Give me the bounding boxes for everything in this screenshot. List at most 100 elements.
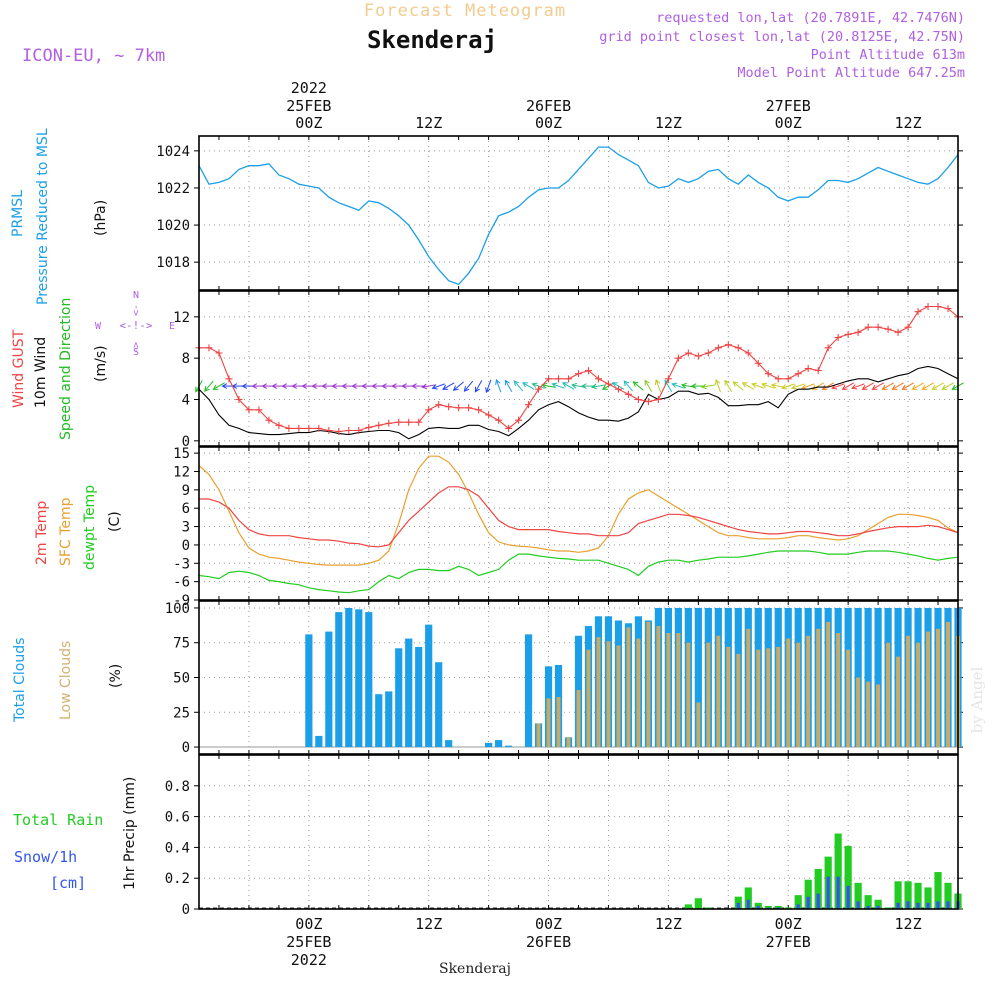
low-cloud-bar xyxy=(536,723,541,748)
top-date-label: 26FEB xyxy=(526,97,571,115)
wind-direction-arrow xyxy=(912,382,924,390)
wind-direction-arrow xyxy=(851,383,865,389)
snow-bar xyxy=(856,901,860,909)
wind-direction-arrow xyxy=(732,381,744,391)
wind-direction-arrow xyxy=(562,382,575,390)
total-cloud-bar xyxy=(395,648,403,748)
y-tick-label: 100 xyxy=(165,601,190,617)
compass-icon: N S W E <-!-> <- -> xyxy=(95,290,175,358)
y-tick-label: 0.2 xyxy=(165,871,190,887)
wind-direction-arrowhead xyxy=(811,384,818,390)
gust-marker xyxy=(654,396,662,403)
location-title: Skenderaj xyxy=(367,26,497,54)
wind-direction-arrowhead xyxy=(611,382,618,388)
low-cloud-bar xyxy=(946,621,950,748)
snow-bar xyxy=(836,876,840,909)
rain-bar xyxy=(844,845,852,909)
gust-marker xyxy=(844,330,852,338)
total-cloud-bar xyxy=(445,740,453,748)
pressure-line xyxy=(198,146,959,286)
y-tick-label: 0.8 xyxy=(165,779,190,795)
low-cloud-bar xyxy=(916,642,921,748)
wind-direction-arrowhead xyxy=(221,383,228,389)
bottom-date-label: 27FEB xyxy=(766,933,811,951)
wind-direction-arrow xyxy=(715,379,722,393)
low-cloud-bar xyxy=(936,628,941,748)
wind-direction-arrowhead xyxy=(474,386,480,393)
top-date-label: 27FEB xyxy=(766,97,811,115)
gust-marker xyxy=(854,328,862,336)
low-cloud-bar xyxy=(636,638,641,748)
snow-bar xyxy=(806,896,810,909)
gust-marker xyxy=(405,418,413,426)
sfc-label: SFC Temp xyxy=(58,497,74,566)
gust-marker xyxy=(535,385,543,393)
pressure-label-full: Pressure Reduced to MSL xyxy=(35,128,51,305)
gust-marker xyxy=(485,411,493,419)
wind-direction-arrow xyxy=(204,380,214,392)
wind-direction-arrow xyxy=(801,383,815,389)
sfc-temp-line xyxy=(198,455,959,566)
wind-direction-arrow xyxy=(872,382,884,390)
y-tick-label: -9 xyxy=(173,593,190,609)
wind-direction-arrowhead xyxy=(261,383,268,389)
total-cloud-bar xyxy=(504,745,513,748)
y-tick-label: 12 xyxy=(173,310,190,326)
wind-direction-arrow xyxy=(791,383,805,389)
snow-bar xyxy=(846,885,850,909)
chart-title: Forecast Meteogram xyxy=(364,1,566,21)
cloud-side-labels: Total Clouds Low Clouds (%) xyxy=(12,638,124,723)
y-tick-label: 4 xyxy=(182,393,190,409)
low-cloud-bar xyxy=(806,635,811,748)
low-clouds-label: Low Clouds xyxy=(58,641,74,720)
low-cloud-bar xyxy=(786,638,791,748)
wind-direction-arrow xyxy=(504,380,513,392)
wind-direction-arrowhead xyxy=(881,384,888,390)
low-cloud-bar xyxy=(736,653,741,748)
wind-direction-arrowhead xyxy=(311,383,317,389)
wind-direction-arrow xyxy=(922,382,934,390)
panel-precip: 0.8 0.6 0.4 0.2 0 xyxy=(165,755,963,918)
svg-text:<-: <- xyxy=(131,304,142,316)
gust-marker xyxy=(295,424,303,432)
gust-marker xyxy=(614,385,622,393)
low-cloud-bar xyxy=(756,649,761,748)
wind-direction-arrow xyxy=(892,382,904,390)
low-cloud-bar xyxy=(676,632,681,748)
gust-marker xyxy=(445,403,453,411)
bottom-year-label: 2022 xyxy=(291,951,327,969)
wind-direction-arrowhead xyxy=(761,382,768,388)
gust-marker xyxy=(495,416,503,424)
wind-direction-arrowhead xyxy=(724,379,730,386)
rain-bar xyxy=(694,898,702,909)
wind-direction-arrow xyxy=(672,383,685,389)
rain-bar xyxy=(734,896,742,909)
total-cloud-bar xyxy=(524,634,533,748)
wind-direction-arrowhead xyxy=(361,383,367,389)
y-tick-label: 0.6 xyxy=(165,810,190,826)
grid-coords: grid point closest lon,lat (20.8125E, 42… xyxy=(599,29,965,45)
bottom-hour-label: 00Z xyxy=(535,915,562,933)
bottom-hour-label: 00Z xyxy=(775,915,802,933)
wind-direction-arrowhead xyxy=(690,383,697,389)
top-hour-label: 00Z xyxy=(775,114,802,132)
wind-direction-arrowhead xyxy=(931,384,938,390)
total-cloud-bar xyxy=(375,694,383,748)
wind-direction-arrow xyxy=(761,383,775,389)
gust-marker xyxy=(814,367,822,375)
low-cloud-bar xyxy=(846,649,851,748)
low-cloud-bar xyxy=(836,632,841,748)
total-cloud-bar xyxy=(495,740,503,748)
total-cloud-bar xyxy=(435,662,443,748)
wind-direction-arrowhead xyxy=(561,382,568,388)
gust-marker xyxy=(205,344,213,352)
wind-label: 10m Wind xyxy=(33,337,49,408)
rain-bar xyxy=(774,905,782,909)
pressure-side-labels: PRMSL Pressure Reduced to MSL (hPa) xyxy=(10,128,109,305)
footer-location: Skenderaj xyxy=(439,961,511,977)
total-cloud-bar xyxy=(694,607,702,748)
panel-clouds: 100 75 50 25 0 xyxy=(165,601,963,756)
wind-direction-arrowhead xyxy=(401,383,407,389)
low-cloud-bar xyxy=(776,646,781,748)
snow-bar xyxy=(946,901,950,909)
